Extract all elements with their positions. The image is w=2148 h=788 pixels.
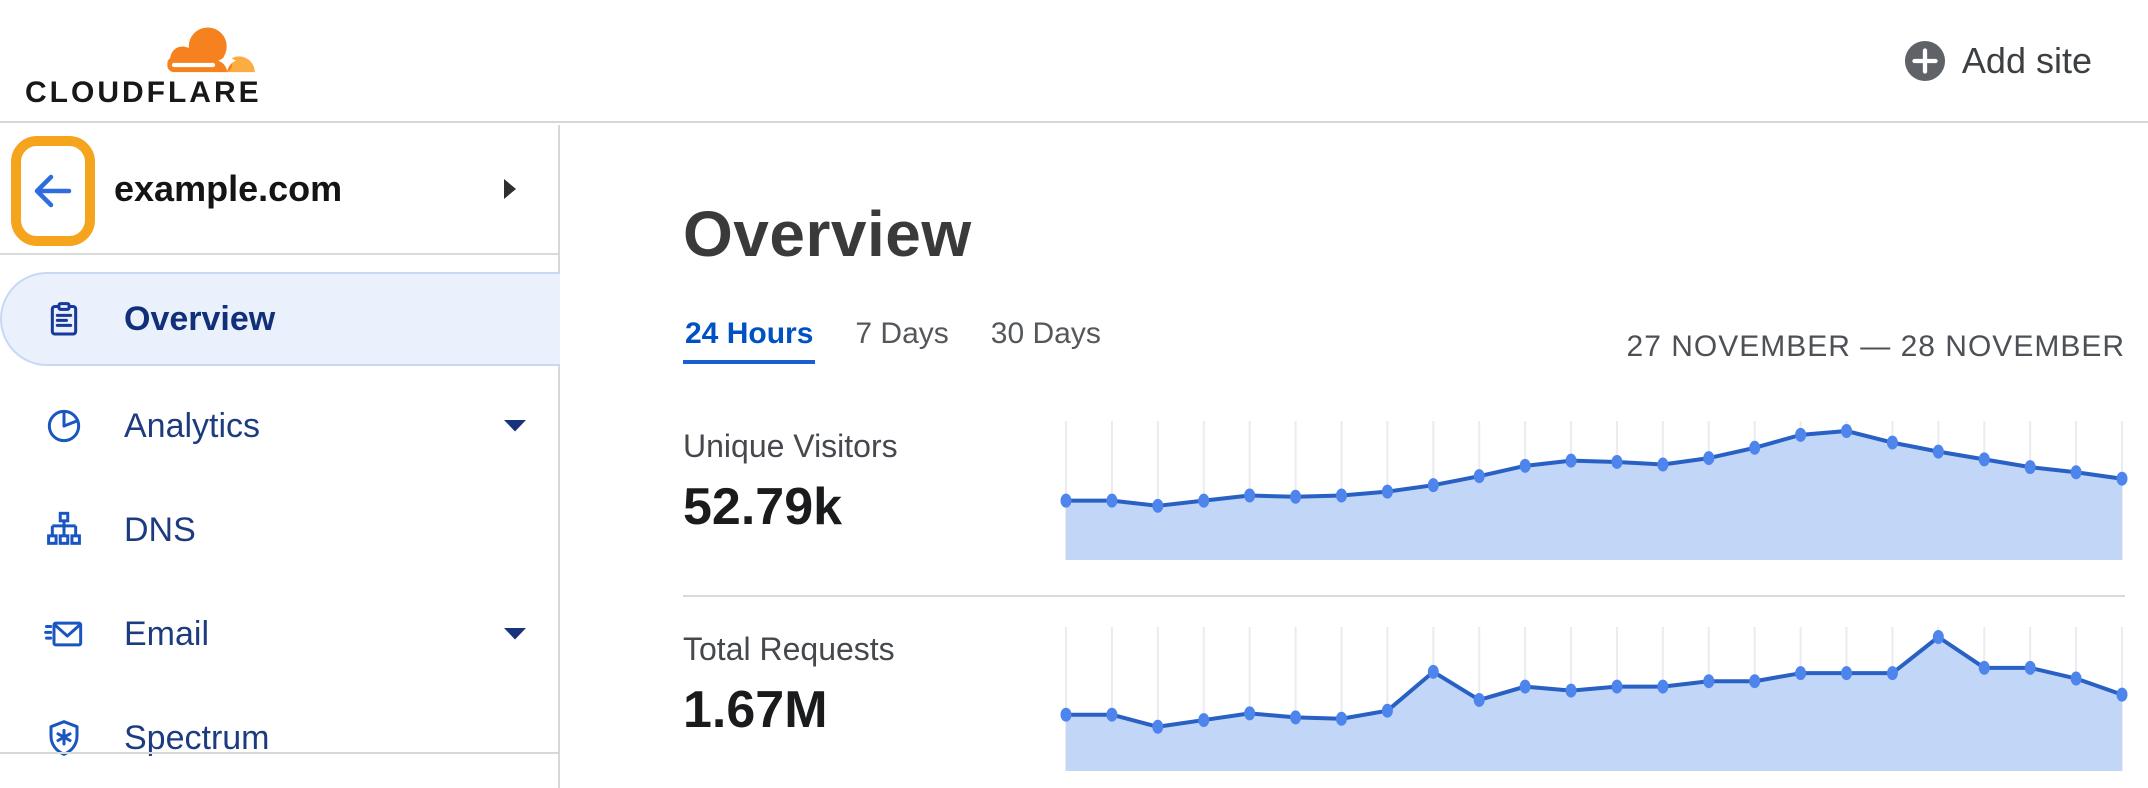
- cloudflare-cloud-icon: [167, 27, 255, 73]
- total-requests-chart: [1060, 627, 2128, 771]
- dns-tree-icon: [44, 510, 84, 550]
- chevron-down-icon[interactable]: [502, 626, 528, 642]
- sidebar-nav: Overview Analytics: [0, 255, 560, 788]
- metric-value: 1.67M: [683, 681, 828, 739]
- site-name: example.com: [114, 168, 343, 209]
- sidebar-item-label: Analytics: [124, 406, 261, 445]
- page-title: Overview: [683, 198, 972, 270]
- top-header: CLOUDFLARE Add site: [0, 0, 2148, 123]
- site-expand-button[interactable]: [502, 177, 522, 201]
- metric-info: Total Requests 1.67M: [683, 597, 1065, 788]
- tab-7-days[interactable]: 7 Days: [853, 317, 950, 364]
- sidebar-item-label: DNS: [124, 510, 196, 549]
- site-selector-row: example.com: [0, 125, 558, 255]
- main-content: Overview 24 Hours 7 Days 30 Days 27 NOVE…: [562, 125, 2148, 788]
- clipboard-icon: [44, 299, 84, 339]
- back-button-highlight: [11, 136, 95, 246]
- pie-chart-icon: [44, 406, 84, 446]
- unique-visitors-section: Unique Visitors 52.79k: [683, 404, 2128, 597]
- metric-info: Unique Visitors 52.79k: [683, 404, 1065, 595]
- sidebar-item-spectrum[interactable]: Spectrum: [0, 686, 558, 788]
- date-range-label: 27 NOVEMBER — 28 NOVEMBER: [1626, 330, 2125, 363]
- total-requests-section: Total Requests 1.67M: [683, 597, 2128, 788]
- add-site-label: Add site: [1961, 39, 2092, 81]
- time-range-row: 24 Hours 7 Days 30 Days 27 NOVEMBER — 28…: [683, 317, 2125, 364]
- sidebar-item-label: Spectrum: [124, 718, 270, 757]
- sidebar-section-divider: [0, 752, 558, 754]
- cloudflare-wordmark: CLOUDFLARE: [25, 76, 262, 109]
- sidebar-item-overview[interactable]: Overview: [0, 272, 560, 366]
- metric-label: Unique Visitors: [683, 428, 898, 464]
- cloudflare-logo[interactable]: CLOUDFLARE: [25, 11, 262, 110]
- tab-30-days[interactable]: 30 Days: [989, 317, 1103, 364]
- chevron-down-icon[interactable]: [502, 418, 528, 434]
- sidebar-item-dns[interactable]: DNS: [0, 478, 558, 582]
- tab-24-hours[interactable]: 24 Hours: [683, 317, 816, 364]
- sidebar-item-analytics[interactable]: Analytics: [0, 374, 558, 478]
- time-range-tabs: 24 Hours 7 Days 30 Days: [683, 317, 1103, 364]
- spectrum-shield-icon: [44, 718, 84, 758]
- sidebar: example.com Overview: [0, 125, 560, 788]
- plus-icon: [1904, 40, 1945, 81]
- sidebar-item-label: Overview: [124, 299, 276, 338]
- back-button[interactable]: [29, 167, 77, 215]
- sidebar-item-label: Email: [124, 614, 210, 653]
- arrow-left-icon: [34, 174, 72, 208]
- chevron-right-icon: [504, 179, 516, 199]
- metric-value: 52.79k: [683, 478, 843, 536]
- sidebar-item-email[interactable]: Email: [0, 582, 558, 686]
- add-site-button[interactable]: Add site: [1904, 40, 2092, 82]
- metric-label: Total Requests: [683, 631, 895, 667]
- email-icon: [44, 614, 84, 654]
- unique-visitors-chart: [1060, 421, 2128, 560]
